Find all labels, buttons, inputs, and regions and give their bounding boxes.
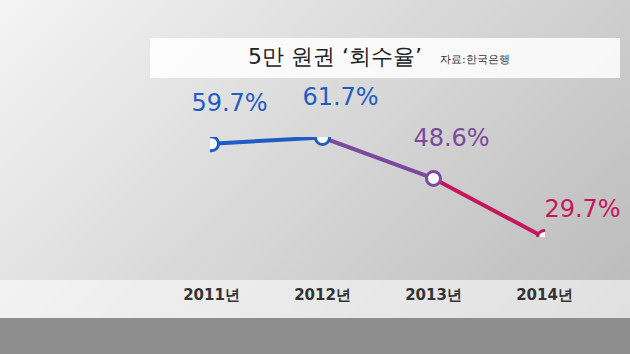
svg-text:48.6%: 48.6% [413,124,489,152]
html-text:5만 원권 ‘회수율’: 5만 원권 ‘회수율’ [248,44,422,69]
html-text:자료:한국은행: 자료:한국은행 [440,53,510,66]
svg-text:2014년: 2014년 [516,286,573,304]
svg-text:2013년: 2013년 [405,286,462,304]
svg-text:29.7%: 29.7% [544,195,620,223]
svg-text:61.7%: 61.7% [302,83,378,111]
svg-text:2012년: 2012년 [294,286,351,304]
svg-text:2011년: 2011년 [183,286,240,304]
svg-text:59.7%: 59.7% [191,89,267,117]
